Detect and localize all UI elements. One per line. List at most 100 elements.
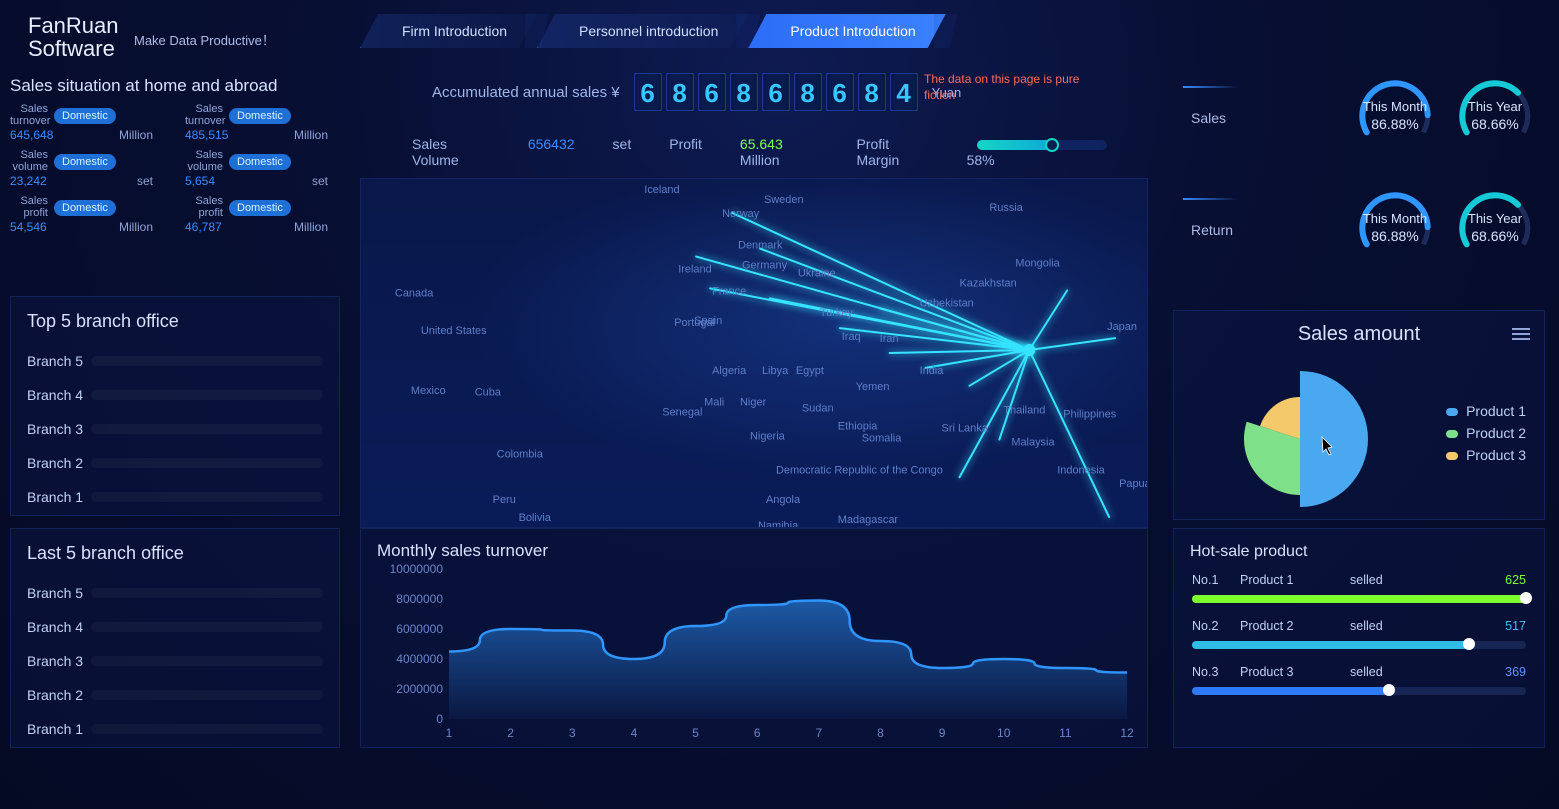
sit-label: Sales turnover — [185, 104, 229, 127]
top5-panel: Top 5 branch office Branch 5 Branch 4 Br… — [10, 296, 340, 516]
tab-firm-introduction[interactable]: Firm Introduction — [360, 14, 537, 48]
sales-situation: Sales situation at home and abroad Sales… — [10, 76, 340, 242]
svg-text:Portugal: Portugal — [674, 317, 715, 329]
svg-text:6: 6 — [754, 726, 761, 740]
sit-label: Sales volume — [185, 150, 229, 173]
hamburger-icon[interactable] — [1512, 325, 1530, 343]
svg-text:5: 5 — [692, 726, 699, 740]
svg-text:Thailand: Thailand — [1003, 405, 1045, 417]
svg-text:Malaysia: Malaysia — [1011, 436, 1055, 448]
pie-legend-item[interactable]: Product 1 — [1446, 403, 1526, 419]
svg-text:2: 2 — [507, 726, 514, 740]
svg-text:Turkey: Turkey — [820, 307, 854, 319]
svg-text:Ethiopia: Ethiopia — [838, 421, 879, 433]
gauge: This Year68.66% — [1445, 73, 1545, 164]
hotsale-value: 369 — [1505, 665, 1526, 679]
hotsale-selled: selled — [1350, 619, 1505, 633]
svg-text:Libya: Libya — [762, 365, 789, 377]
svg-text:Nigeria: Nigeria — [750, 431, 786, 443]
bar-label: Branch 5 — [27, 585, 91, 601]
monthly-panel: Monthly sales turnover 02000000400000060… — [360, 528, 1148, 748]
sit-value: 46,787 — [185, 220, 241, 234]
gauge-row: ReturnThis Month86.88%This Year68.66% — [1173, 174, 1545, 286]
kpi-strip: Sales Volume 656432 set Profit 65.643 Mi… — [412, 136, 1132, 168]
svg-text:Colombia: Colombia — [497, 448, 544, 460]
pie-legend-item[interactable]: Product 3 — [1446, 447, 1526, 463]
svg-text:Mali: Mali — [704, 397, 724, 409]
bar-label: Branch 5 — [27, 353, 91, 369]
counter-label: Accumulated annual sales ¥ — [432, 84, 620, 101]
svg-text:Egypt: Egypt — [796, 365, 824, 377]
pie-title: Sales amount — [1174, 311, 1544, 354]
gauge: This Year68.66% — [1445, 185, 1545, 276]
gauge: This Month86.88% — [1345, 73, 1445, 164]
kpi-sales-volume-unit: set — [613, 136, 632, 168]
svg-text:Somalia: Somalia — [862, 433, 902, 445]
hotsale-value: 625 — [1505, 573, 1526, 587]
svg-text:8: 8 — [877, 726, 884, 740]
sit-unit: set — [66, 174, 165, 188]
svg-text:Japan: Japan — [1107, 321, 1137, 333]
domestic-pill[interactable]: Domestic — [54, 200, 116, 216]
world-map: CanadaUnited StatesMexicoCubaColombiaPer… — [360, 178, 1148, 528]
svg-text:Kazakhstan: Kazakhstan — [959, 277, 1016, 289]
bar-label: Branch 4 — [27, 387, 91, 403]
svg-text:Uzbekistan: Uzbekistan — [920, 297, 974, 309]
gauge-label: This Year — [1468, 211, 1522, 226]
svg-text:Iran: Iran — [880, 333, 899, 345]
bar-row: Branch 3 — [27, 644, 323, 678]
counter-digit: 6 — [634, 73, 662, 111]
tab-product-introduction[interactable]: Product Introduction — [748, 14, 945, 48]
bar-row: Branch 2 — [27, 678, 323, 712]
svg-text:Bolivia: Bolivia — [519, 512, 552, 524]
svg-text:12: 12 — [1120, 726, 1134, 740]
hotsale-rank: No.1 — [1192, 573, 1240, 587]
pie-panel: Sales amount Product 1 Product 2 Product 3 — [1173, 310, 1545, 520]
domestic-pill[interactable]: Domestic — [54, 154, 116, 170]
annual-sales-counter: Accumulated annual sales ¥ 686868684 Yua… — [432, 70, 961, 114]
world-map-svg: CanadaUnited StatesMexicoCubaColombiaPer… — [361, 179, 1147, 527]
svg-text:Denmark: Denmark — [738, 240, 783, 252]
svg-text:Angola: Angola — [766, 494, 801, 506]
domestic-pill[interactable]: Domestic — [54, 108, 116, 124]
pie-legend-item[interactable]: Product 2 — [1446, 425, 1526, 441]
gauge-row-label: Sales — [1173, 110, 1345, 126]
gauges-panel: SalesThis Month86.88%This Year68.66%Retu… — [1173, 62, 1545, 294]
bar-label: Branch 1 — [27, 489, 91, 505]
svg-text:Papua New Guinea: Papua New Guinea — [1119, 478, 1147, 490]
header: FanRuan Software Make Data Productive！ F… — [0, 8, 1559, 56]
sit-value: 5,654 — [185, 174, 241, 188]
sit-value: 54,546 — [10, 220, 66, 234]
svg-text:France: France — [712, 285, 746, 297]
sit-label: Sales profit — [185, 196, 229, 219]
pie-legend: Product 1 Product 2 Product 3 — [1446, 397, 1526, 469]
kpi-margin-label: Profit Margin — [856, 136, 928, 168]
pie-legend-label: Product 2 — [1466, 425, 1526, 441]
kpi-profit-value: 65.643 Million — [740, 136, 819, 168]
svg-text:United States: United States — [421, 325, 487, 337]
domestic-pill[interactable]: Domestic — [229, 154, 291, 170]
sit-label: Sales profit — [10, 196, 54, 219]
sit-unit: Million — [66, 220, 165, 234]
tab-personnel-introduction[interactable]: Personnel introduction — [537, 14, 748, 48]
hotsale-row: No.3 Product 3 selled 369 — [1174, 661, 1544, 707]
counter-digit: 8 — [794, 73, 822, 111]
kpi-margin-pct: 58% — [967, 152, 995, 168]
svg-text:Niger: Niger — [740, 397, 767, 409]
svg-text:Namibia: Namibia — [758, 520, 799, 527]
svg-text:9: 9 — [939, 726, 946, 740]
bar-label: Branch 3 — [27, 421, 91, 437]
bar-row: Branch 2 — [27, 446, 323, 480]
svg-text:Indonesia: Indonesia — [1057, 464, 1105, 476]
sit-unit: set — [241, 174, 340, 188]
svg-text:Senegal: Senegal — [662, 407, 702, 419]
bar-row: Branch 4 — [27, 610, 323, 644]
hotsale-name: Product 1 — [1240, 573, 1350, 587]
kpi-sales-volume-label: Sales Volume — [412, 136, 490, 168]
domestic-pill[interactable]: Domestic — [229, 200, 291, 216]
tabs: Firm IntroductionPersonnel introductionP… — [360, 14, 946, 48]
gauge-label: This Year — [1468, 99, 1522, 114]
sales-situation-col-left: Sales turnover Domestic645,648 MillionSa… — [10, 104, 165, 242]
top5-title: Top 5 branch office — [11, 297, 339, 340]
domestic-pill[interactable]: Domestic — [229, 108, 291, 124]
